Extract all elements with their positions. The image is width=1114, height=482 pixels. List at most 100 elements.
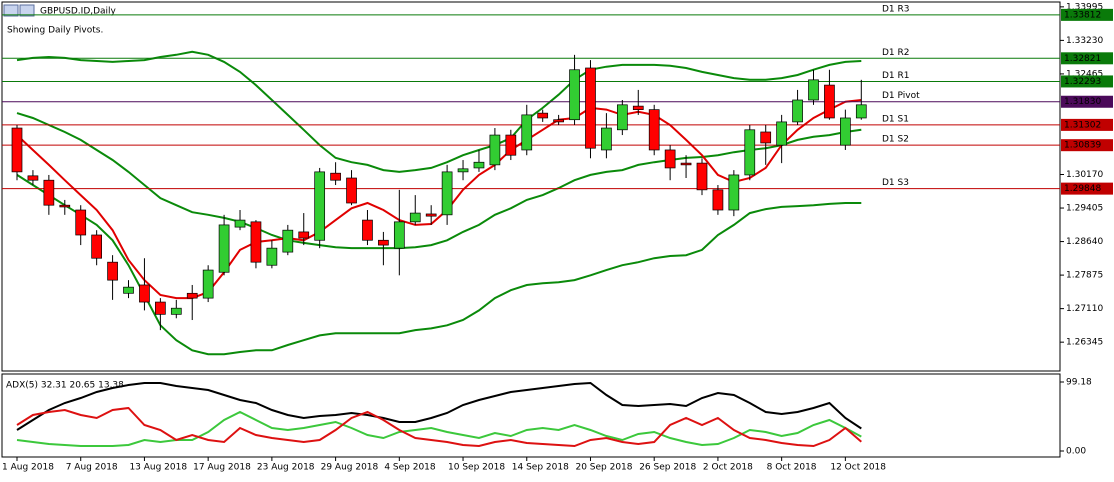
y-tick-label: 1.33230 (1066, 36, 1103, 46)
candle-body (840, 117, 851, 146)
y-tick-label: 1.30170 (1066, 170, 1103, 180)
candle-body (218, 224, 230, 273)
candle-body (27, 175, 39, 181)
y-tick-label: 0.00 (1066, 446, 1086, 456)
price-box-label: 1.29848 (1064, 184, 1101, 194)
adx-line (16, 410, 862, 447)
price-box-label: 1.30839 (1064, 141, 1101, 151)
x-tick-label: 13 Aug 2018 (129, 463, 187, 473)
candle-body (282, 229, 294, 253)
indicator-line (16, 50, 862, 173)
candle-body (250, 221, 262, 263)
candle-body (585, 67, 596, 149)
candle-body (409, 212, 421, 223)
y-tick-label: 1.29405 (1066, 204, 1103, 214)
candle-body (616, 104, 628, 131)
candle-body (314, 171, 326, 241)
candle-body (441, 171, 453, 216)
candle-body (75, 209, 87, 236)
indicator-title: ADX(5) 32.31 20.65 13.38 (6, 381, 124, 391)
candle-body (378, 239, 389, 246)
candle-body (537, 112, 549, 119)
price-box-label: 1.32821 (1064, 54, 1101, 64)
chart-subtitle: Showing Daily Pivots. (7, 26, 103, 36)
candle-body (712, 189, 724, 211)
adx-line (16, 381, 862, 431)
candle-body (553, 119, 564, 123)
y-tick-label: 1.32465 (1066, 69, 1103, 79)
candle-body (330, 172, 341, 181)
adx-line (16, 406, 862, 448)
indicator-line (16, 174, 862, 356)
candle-body (457, 168, 469, 173)
y-tick-label: 1.27110 (1066, 304, 1103, 314)
price-box (1061, 182, 1113, 195)
price-box (1061, 8, 1113, 21)
candle-body (760, 131, 772, 144)
y-tick-label: 1.26345 (1066, 338, 1103, 348)
x-tick-label: 7 Aug 2018 (66, 463, 118, 473)
candle-body (139, 284, 150, 303)
price-box (1061, 139, 1113, 152)
x-tick-label: 29 Aug 2018 (321, 463, 379, 473)
x-tick-label: 17 Aug 2018 (193, 463, 251, 473)
price-panel-frame (1, 1, 1061, 372)
candle-body (489, 134, 501, 166)
candle-body (776, 121, 787, 146)
pivot-label: D1 Pivot (882, 91, 920, 101)
price-box (1061, 118, 1113, 131)
candle-body (362, 219, 373, 241)
candle-body (59, 204, 71, 208)
candle-body (569, 69, 580, 121)
pivot-label: D1 S2 (882, 135, 909, 145)
candle-body (855, 104, 867, 119)
candle-body (186, 292, 198, 299)
price-box-label: 1.32293 (1064, 77, 1101, 87)
candle-body (107, 261, 118, 281)
candle-body (632, 105, 644, 110)
candle-body (473, 161, 485, 169)
x-tick-label: 10 Sep 2018 (448, 463, 505, 473)
candle-body (505, 134, 517, 156)
candle-body (521, 114, 533, 151)
candle-body (202, 269, 214, 299)
candle-body (346, 177, 357, 204)
pivot-label: D1 R2 (882, 48, 910, 58)
price-box (1061, 52, 1113, 65)
price-box (1061, 95, 1113, 108)
candle-body (43, 179, 55, 206)
indicator-line (16, 99, 862, 300)
x-tick-label: 26 Sep 2018 (639, 463, 696, 473)
pivot-label: D1 S3 (882, 178, 909, 188)
x-tick-label: 14 Sep 2018 (512, 463, 569, 473)
candle-body (155, 301, 166, 315)
x-tick-label: 23 Aug 2018 (257, 463, 315, 473)
candle-body (11, 127, 23, 173)
candle-body (808, 79, 819, 101)
x-tick-label: 1 Aug 2018 (2, 463, 54, 473)
candle-body (298, 231, 310, 239)
price-box-label: 1.31302 (1064, 120, 1101, 130)
adx-panel-frame (1, 373, 1061, 458)
price-box-label: 1.31830 (1064, 97, 1101, 107)
indicator-line (16, 112, 862, 250)
pivot-label: D1 S1 (882, 114, 909, 124)
candle-body (648, 109, 660, 151)
y-tick-label: 1.27875 (1066, 271, 1103, 281)
x-tick-label: 4 Sep 2018 (384, 463, 436, 473)
candle-body (425, 213, 437, 217)
x-tick-label: 2 Oct 2018 (703, 463, 753, 473)
chart-icon (19, 4, 35, 17)
candle-body (234, 219, 246, 228)
x-tick-label: 8 Oct 2018 (767, 463, 817, 473)
price-box (1061, 75, 1113, 88)
y-tick-label: 1.28640 (1066, 237, 1103, 247)
candle-body (170, 307, 182, 315)
candle-body (824, 84, 835, 119)
price-box-label: 1.33812 (1064, 10, 1101, 20)
y-tick-label: 1.33995 (1066, 2, 1103, 12)
candle-body (664, 149, 676, 169)
pivot-label: D1 R3 (882, 4, 910, 14)
